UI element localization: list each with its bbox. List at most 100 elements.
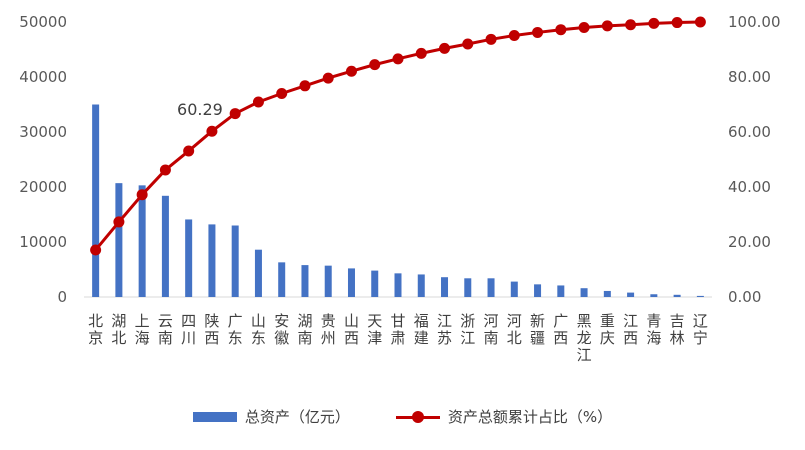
line-point [439, 42, 451, 54]
bar [557, 285, 565, 297]
bar [510, 281, 518, 297]
bar [161, 195, 169, 297]
line-point [113, 216, 125, 228]
y-left-tick-label: 20000 [19, 178, 67, 196]
x-tick-label: 辽宁 [693, 312, 708, 347]
bar [417, 274, 425, 297]
line-point [694, 16, 706, 28]
legend-label-line: 资产总额累计占比（%） [447, 408, 613, 426]
line-point [415, 47, 427, 59]
bar [487, 278, 495, 297]
legend-item-bar[interactable]: 总资产（亿元） [192, 406, 350, 427]
data-labels: 60.29 [177, 100, 223, 119]
line-point [322, 72, 334, 84]
line-point [555, 24, 567, 36]
bar [627, 292, 635, 297]
bar [185, 219, 193, 297]
line-point [485, 33, 497, 45]
line-point [276, 88, 288, 99]
bar [650, 294, 658, 297]
bar [673, 294, 681, 297]
bar [278, 262, 286, 297]
x-tick-label: 云南 [158, 312, 173, 347]
x-tick-label: 湖南 [297, 312, 312, 347]
bar [534, 284, 542, 297]
line-point [345, 65, 357, 77]
y-right-tick-label: 0.00 [728, 288, 761, 306]
x-tick-label: 河南 [484, 312, 499, 347]
line-point [671, 17, 683, 29]
line-point [299, 80, 311, 92]
x-tick-label: 青海 [646, 312, 661, 347]
line-point [159, 164, 171, 176]
bar [371, 270, 379, 297]
bar [138, 185, 146, 297]
line-point [90, 244, 102, 256]
legend-swatch-bar [192, 411, 237, 422]
x-tick-label: 甘肃 [390, 312, 405, 347]
y-right-tick-label: 40.00 [728, 178, 771, 196]
y-left-tick-label: 10000 [19, 233, 67, 251]
x-axis-labels: 北京湖北上海云南四川陕西广东山东安徽湖南贵州山西天津甘肃福建江苏浙江河南河北新疆… [88, 312, 708, 364]
x-tick-label: 山西 [344, 312, 359, 347]
line-point [601, 20, 613, 32]
x-tick-label: 湖北 [111, 312, 126, 347]
bar [231, 225, 239, 297]
bar-series [92, 104, 704, 297]
y-right-tick-label: 80.00 [728, 68, 771, 86]
x-tick-label: 贵州 [321, 312, 336, 347]
x-tick-label: 上海 [135, 312, 150, 347]
y-right-tick-label: 60.00 [728, 123, 771, 141]
line-point [183, 145, 195, 157]
x-tick-label: 四川 [181, 312, 196, 347]
y-right-tick-label: 20.00 [728, 233, 771, 251]
bar [254, 249, 262, 297]
x-tick-label: 江西 [623, 312, 638, 347]
x-tick-label: 河北 [507, 312, 522, 347]
legend-label-bar: 总资产（亿元） [244, 408, 350, 426]
line-point [462, 38, 474, 50]
x-tick-label: 广东 [228, 312, 243, 347]
x-tick-label: 安徽 [274, 312, 289, 347]
bar [464, 278, 472, 297]
y-left-tick-label: 50000 [19, 13, 67, 31]
bar [324, 265, 332, 297]
bar [441, 277, 449, 297]
x-tick-label: 北京 [88, 312, 103, 347]
line-series [90, 16, 706, 256]
x-tick-label: 黑龙江 [577, 312, 592, 364]
x-tick-label: 吉林 [670, 312, 685, 347]
bar [394, 273, 402, 297]
line-point [625, 19, 637, 31]
y-left-tick-label: 30000 [19, 123, 67, 141]
legend-item-line[interactable]: 资产总额累计占比（%） [395, 406, 613, 427]
x-tick-label: 新疆 [530, 312, 545, 347]
y-axis-left: 0 10000 20000 30000 40000 50000 [19, 13, 67, 306]
line-point [508, 29, 520, 41]
line-point [532, 26, 544, 38]
line-point [578, 22, 590, 33]
legend: 总资产（亿元） 资产总额累计占比（%） [0, 406, 805, 427]
bar [92, 104, 100, 297]
y-axis-right: 0.00 20.00 40.00 60.00 80.00 100.00 [728, 13, 781, 306]
line-point [206, 125, 218, 137]
line-point [392, 53, 404, 65]
y-right-tick-label: 100.00 [728, 13, 781, 31]
line-point [648, 17, 660, 29]
x-tick-label: 江苏 [437, 312, 452, 347]
x-tick-label: 陕西 [204, 312, 219, 347]
x-tick-label: 重庆 [600, 312, 615, 347]
bar [208, 224, 216, 297]
bar [301, 265, 309, 297]
line-point [136, 189, 148, 201]
line-point [369, 59, 381, 71]
y-left-tick-label: 40000 [19, 68, 67, 86]
x-tick-label: 天津 [367, 312, 382, 347]
x-tick-label: 山东 [251, 312, 266, 347]
line-point [229, 108, 241, 120]
bar [603, 290, 611, 297]
bar [696, 295, 704, 297]
bar [580, 288, 588, 297]
x-tick-label: 广西 [553, 312, 568, 347]
